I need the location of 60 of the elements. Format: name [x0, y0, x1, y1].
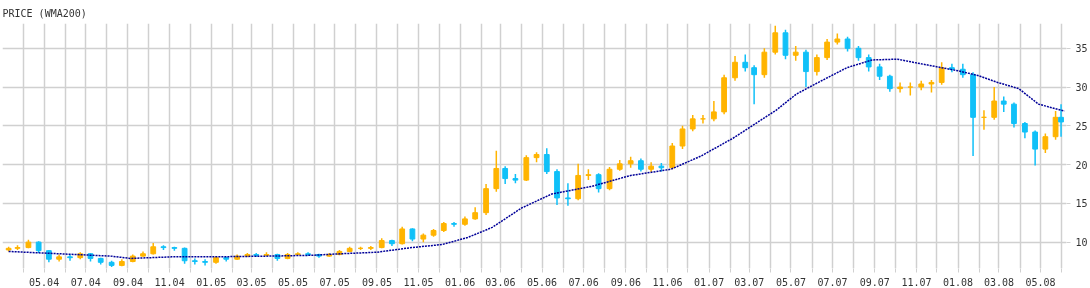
candlestick	[493, 149, 500, 193]
x-tick-label: 09.07	[859, 276, 890, 288]
candlestick	[565, 182, 571, 207]
line-series	[7, 58, 1066, 260]
x-tick-label: 07.07	[817, 276, 848, 288]
x-tick-label: 11.04	[154, 276, 185, 288]
candlestick	[1042, 132, 1049, 154]
candlestick	[991, 86, 998, 121]
candlestick	[1032, 129, 1039, 167]
x-tick-label: 05.07	[775, 276, 807, 288]
x-tick-label: 03.08	[983, 276, 1015, 288]
x-tick-label: 07.04	[70, 276, 101, 288]
x-tick-label: 11.07	[901, 276, 932, 288]
candlestick	[669, 142, 676, 171]
x-tick-label: 09.06	[610, 276, 641, 288]
candlestick	[1052, 110, 1059, 141]
candlestick	[938, 61, 945, 86]
candlestick	[1000, 95, 1007, 113]
candlestick	[679, 125, 686, 150]
x-tick-label: 09.04	[112, 276, 144, 288]
x-tick-label: 01.07	[694, 276, 725, 288]
candlestick	[782, 28, 789, 60]
x-tick-label: 07.06	[568, 276, 599, 288]
x-tick-label: 03.07	[734, 276, 765, 288]
x-tick-label: 05.06	[526, 276, 558, 288]
candlestick	[191, 257, 198, 266]
y-tick-label: 30	[1075, 82, 1088, 94]
x-tick-label: 01.05	[196, 276, 227, 288]
x-tick-label: 05.05	[278, 276, 309, 288]
x-tick-label: 01.06	[445, 276, 476, 288]
x-tick-label: 05.08	[1025, 276, 1056, 288]
candlestick	[813, 53, 820, 77]
x-tick-label: 07.05	[319, 276, 350, 288]
x-tick-label: 03.05	[236, 276, 267, 288]
y-tick-label: 10	[1075, 237, 1088, 249]
candlestick	[772, 25, 779, 56]
candlestick	[543, 147, 550, 175]
y-tick-label: 35	[1075, 43, 1088, 55]
candlestick	[1011, 101, 1017, 129]
candlestick	[523, 154, 530, 182]
chart-title: PRICE (WMA200)	[2, 7, 87, 19]
candlestick	[575, 163, 582, 202]
candlestick	[897, 81, 903, 94]
candlestick	[1058, 103, 1064, 138]
x-tick-label: 09.05	[361, 276, 392, 288]
candlestick	[803, 49, 809, 88]
candlestick	[606, 166, 613, 191]
x-tick-label: 03.06	[485, 276, 516, 288]
candlestick	[710, 100, 717, 122]
x-tick-label: 11.05	[403, 276, 434, 288]
candlestick	[732, 55, 738, 82]
y-tick-label: 25	[1075, 120, 1088, 132]
candlestick	[751, 64, 758, 105]
y-tick-label: 20	[1075, 159, 1088, 171]
x-tick-label: 05.04	[29, 276, 60, 288]
x-tick-label: 01.08	[943, 276, 974, 288]
y-tick-label: 15	[1075, 198, 1088, 210]
candlestick	[824, 38, 830, 61]
candlestick	[761, 47, 768, 79]
x-tick-label: 11.06	[652, 276, 683, 288]
